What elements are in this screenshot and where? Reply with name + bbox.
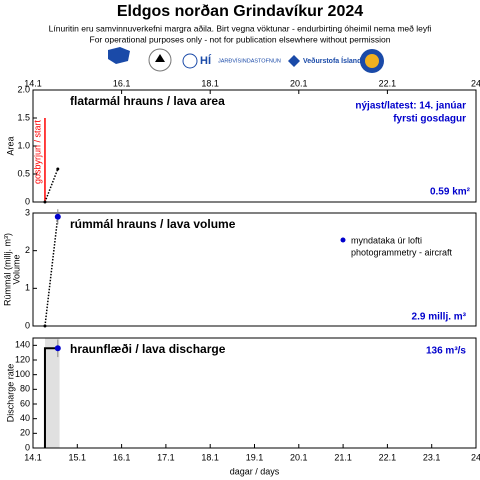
y-tick-label: 40	[20, 413, 30, 423]
x-tick-label: 21.1	[334, 452, 352, 462]
logo	[108, 47, 130, 64]
subtitle: For operational purposes only - not for …	[90, 34, 391, 44]
logo-text: JARÐVÍSINDASTOFNUN	[218, 57, 281, 64]
y-axis-label: Volume	[11, 254, 21, 284]
x-tick-label: 23.1	[423, 452, 441, 462]
data-point	[43, 200, 47, 204]
data-point	[56, 167, 60, 171]
x2-tick-label: 22.1	[379, 78, 397, 88]
annotation: 0.59 km²	[430, 187, 471, 198]
y-tick-label: 1	[25, 283, 30, 293]
measurement-point	[54, 345, 61, 352]
annotation: 2.9 millj. m³	[412, 312, 467, 323]
y-tick-label: 0	[25, 442, 30, 452]
subtitle: Línuritin eru samvinnuverkefni margra að…	[49, 23, 432, 33]
logo-text: Veðurstofa Íslands	[303, 56, 365, 65]
y-tick-label: 2	[25, 245, 30, 255]
y-axis-label: Rúmmál (millj. m³)	[2, 233, 12, 306]
x2-tick-label: 18.1	[201, 78, 219, 88]
panel-title: flatarmál hrauns / lava area	[70, 94, 225, 108]
data-line	[44, 168, 59, 203]
y-tick-label: 140	[15, 340, 30, 350]
y-tick-label: 2.0	[17, 84, 30, 94]
plot-frame	[32, 212, 477, 327]
y-tick-label: 20	[20, 428, 30, 438]
x-tick-label: 18.1	[201, 452, 219, 462]
logo	[155, 54, 165, 62]
x-tick-label: 15.1	[69, 452, 87, 462]
x-tick-label: 22.1	[379, 452, 397, 462]
y-tick-label: 0	[25, 320, 30, 330]
uncertainty-band	[44, 338, 60, 448]
y-tick-label: 0	[25, 196, 30, 206]
x2-tick-label: 16.1	[113, 78, 131, 88]
panel-title: rúmmál hrauns / lava volume	[70, 217, 236, 231]
x-tick-label: 24	[471, 452, 480, 462]
measurement-point	[54, 213, 61, 220]
y-tick-label: 120	[15, 354, 30, 364]
x2-tick-label: 14.1	[24, 78, 42, 88]
y-tick-label: 0.5	[17, 168, 30, 178]
x-tick-label: 14.1	[24, 452, 42, 462]
start-label: gosbyrjun / start	[32, 119, 42, 184]
legend-marker	[340, 237, 346, 243]
logos: HÍ JARÐVÍSINDASTOFNUN Veðurstofa Íslands	[108, 47, 384, 73]
x-tick-label: 16.1	[113, 452, 131, 462]
y-axis-label: Discharge rate	[5, 364, 15, 423]
logo	[182, 53, 198, 69]
annotation: 136 m³/s	[426, 346, 466, 357]
x-tick-label: 17.1	[157, 452, 175, 462]
logo	[288, 55, 300, 67]
logo-text: HÍ	[200, 54, 212, 67]
y-tick-label: 1.0	[17, 140, 30, 150]
x-tick-label: 19.1	[246, 452, 264, 462]
x-axis-label: dagar / days	[230, 466, 280, 476]
x2-tick-label: 24	[471, 78, 480, 88]
legend-label: myndataka úr lofti	[351, 235, 422, 245]
y-tick-label: 60	[20, 398, 30, 408]
x-tick-label: 20.1	[290, 452, 308, 462]
panel-title: hraunflæði / lava discharge	[70, 342, 226, 356]
y-tick-label: 3	[25, 207, 30, 217]
y-axis-label: Area	[5, 136, 15, 155]
legend-label: photogrammetry - aircraft	[351, 247, 453, 257]
logo	[365, 54, 379, 68]
y-tick-label: 80	[20, 384, 30, 394]
y-tick-label: 1.5	[17, 112, 30, 122]
data-point	[43, 324, 47, 328]
data-line	[43, 347, 58, 448]
data-line	[44, 216, 59, 327]
page-title: Eldgos norðan Grindavíkur 2024	[117, 3, 363, 20]
annotation: fyrsti gosdagur	[393, 114, 466, 125]
x2-tick-label: 20.1	[290, 78, 308, 88]
annotation: nýjast/latest: 14. janúar	[355, 101, 466, 112]
y-tick-label: 100	[15, 369, 30, 379]
logo	[148, 48, 172, 72]
